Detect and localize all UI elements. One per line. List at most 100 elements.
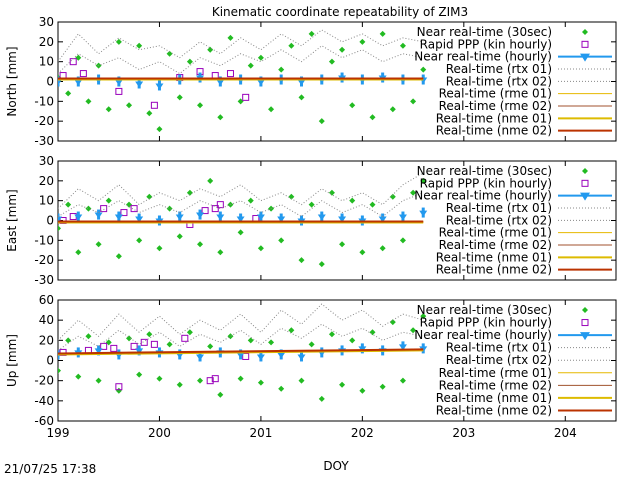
data-point-near-hourly <box>135 216 144 223</box>
data-point-near-30sec <box>399 42 406 49</box>
data-point-near-30sec <box>359 38 366 45</box>
data-point-near-hourly <box>297 354 306 361</box>
data-point-rapid-ppp <box>211 375 219 383</box>
data-point-near-30sec <box>420 313 427 320</box>
x-tick-label: 199 <box>47 426 70 440</box>
y-tick-label: -30 <box>34 273 54 287</box>
y-tick-label: -10 <box>34 233 54 247</box>
legend: Near real-time (30sec)Rapid PPP (kin hou… <box>414 303 612 417</box>
data-point-near-30sec <box>95 377 102 384</box>
series-line <box>58 172 424 209</box>
data-point-near-30sec <box>247 337 254 344</box>
data-point-near-30sec <box>410 98 417 105</box>
data-point-near-30sec <box>257 245 264 252</box>
data-point-near-30sec <box>328 189 335 196</box>
y-tick-label: 10 <box>39 194 54 208</box>
data-point-rapid-ppp <box>79 70 87 78</box>
data-point-near-hourly <box>74 214 83 221</box>
data-point-near-30sec <box>318 395 325 402</box>
data-point-near-30sec <box>339 381 346 388</box>
data-point-near-30sec <box>389 193 396 200</box>
y-tick-label: -10 <box>34 94 54 108</box>
data-point-near-30sec <box>207 177 214 184</box>
data-point-near-30sec <box>85 98 92 105</box>
data-point-rapid-ppp <box>150 340 158 348</box>
legend-label: Real-time (nme 01) <box>436 250 552 264</box>
data-point-near-hourly <box>419 346 428 353</box>
data-point-near-30sec <box>399 377 406 384</box>
data-point-near-30sec <box>389 319 396 326</box>
y-tick-label: -60 <box>34 414 54 428</box>
data-point-near-30sec <box>166 341 173 348</box>
y-tick-label: 20 <box>39 35 54 49</box>
data-point-near-30sec <box>328 58 335 65</box>
legend-swatch <box>582 29 588 35</box>
data-point-near-hourly <box>378 216 387 223</box>
data-point-near-30sec <box>379 383 386 390</box>
legend-label: Real-time (nme 02) <box>436 263 552 277</box>
data-point-near-30sec <box>58 225 61 232</box>
legend-label: Real-time (rme 02) <box>439 238 552 252</box>
legend-label: Real-time (rme 02) <box>439 378 552 392</box>
legend-swatch <box>581 40 589 48</box>
data-point-near-hourly <box>196 212 205 219</box>
legend-label: Real-time (rme 01) <box>439 226 552 240</box>
x-tick-label: 203 <box>452 426 475 440</box>
data-point-near-hourly <box>155 83 164 90</box>
legend-label: Real-time (nme 02) <box>436 403 552 417</box>
data-point-near-30sec <box>105 339 112 346</box>
y-tick-label: 40 <box>39 313 54 327</box>
data-point-near-30sec <box>217 114 224 121</box>
data-point-near-30sec <box>318 261 325 268</box>
data-point-near-30sec <box>308 341 315 348</box>
data-point-near-hourly <box>114 214 123 221</box>
panel-east: -30 -20 -10 0 10 20 30 East [mm] Near real-time … <box>5 154 617 287</box>
data-point-near-hourly <box>277 216 286 223</box>
y-tick-label: -30 <box>34 134 54 148</box>
data-point-near-30sec <box>257 54 264 61</box>
data-point-near-30sec <box>146 193 153 200</box>
data-point-near-30sec <box>369 114 376 121</box>
data-point-near-30sec <box>410 327 417 334</box>
legend-swatch-marker <box>580 53 590 62</box>
data-point-near-hourly <box>419 210 428 217</box>
x-tick-label: 200 <box>148 426 171 440</box>
data-point-near-30sec <box>389 106 396 113</box>
series-8 <box>58 348 424 355</box>
data-point-near-30sec <box>349 102 356 109</box>
y-tick-label: 30 <box>39 15 54 29</box>
data-point-near-30sec <box>308 30 315 37</box>
chart-title: Kinematic coordinate repeatability of ZI… <box>212 5 468 19</box>
data-point-near-30sec <box>136 42 143 49</box>
data-point-near-30sec <box>65 337 72 344</box>
data-point-near-30sec <box>85 205 92 212</box>
data-point-near-hourly <box>236 216 245 223</box>
data-point-near-hourly <box>317 214 326 221</box>
data-point-near-30sec <box>227 34 234 41</box>
legend: Near real-time (30sec)Rapid PPP (kin hou… <box>414 25 612 138</box>
data-point-near-hourly <box>216 79 225 86</box>
data-point-near-30sec <box>379 245 386 252</box>
series-7 <box>58 349 424 356</box>
series-4 <box>58 323 424 351</box>
x-tick-label: 204 <box>554 426 577 440</box>
data-point-near-hourly <box>216 214 225 221</box>
data-point-near-30sec <box>278 66 285 73</box>
series-line <box>58 323 424 351</box>
data-point-near-30sec <box>75 249 82 256</box>
data-point-near-30sec <box>136 371 143 378</box>
data-point-near-hourly <box>135 81 144 88</box>
data-point-near-30sec <box>207 343 214 350</box>
data-point-near-30sec <box>278 385 285 392</box>
data-point-near-30sec <box>115 38 122 45</box>
legend-label: Real-time (rtx 02) <box>446 74 552 88</box>
y-tick-label: 0 <box>46 354 54 368</box>
y-axis-label: North [mm] <box>5 46 19 116</box>
data-point-near-30sec <box>278 237 285 244</box>
y-axis-label: Up [mm] <box>5 334 19 387</box>
data-point-rapid-ppp <box>206 377 214 385</box>
legend-label: Real-time (rtx 01) <box>446 201 552 215</box>
data-point-near-30sec <box>288 42 295 49</box>
